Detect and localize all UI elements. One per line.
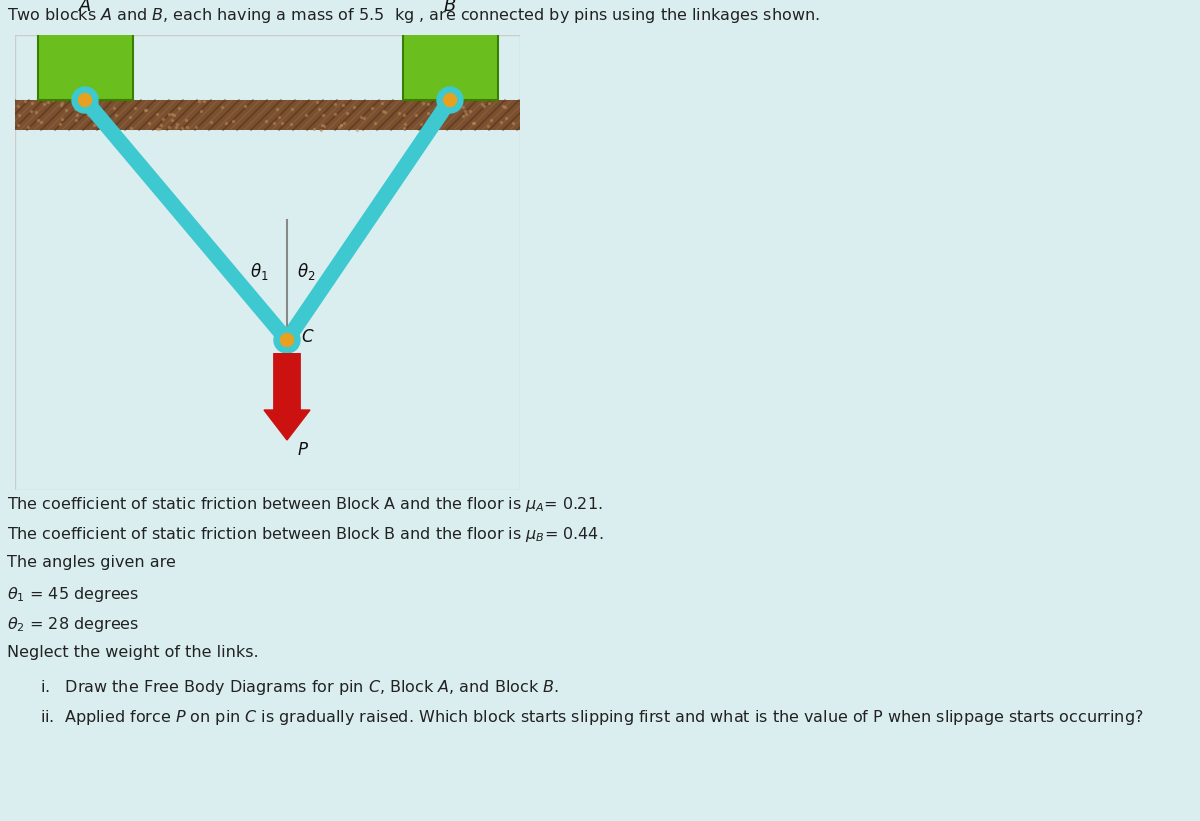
Text: $A$: $A$ [78,0,92,15]
Text: $\theta_2$: $\theta_2$ [298,262,316,282]
Text: The angles given are: The angles given are [7,555,176,570]
Circle shape [78,94,91,107]
Text: The coefficient of static friction between Block A and the floor is $\mu_A$= 0.2: The coefficient of static friction betwe… [7,495,602,514]
Text: $\theta_1$ = 45 degrees: $\theta_1$ = 45 degrees [7,585,139,604]
Text: Neglect the weight of the links.: Neglect the weight of the links. [7,645,259,660]
Text: $P$: $P$ [298,442,310,459]
Circle shape [72,87,98,113]
Text: ii.  Applied force $P$ on pin $C$ is gradually raised. Which block starts slippi: ii. Applied force $P$ on pin $C$ is grad… [40,708,1144,727]
Circle shape [437,87,463,113]
Text: $\theta_1$: $\theta_1$ [251,262,269,282]
FancyBboxPatch shape [402,25,498,100]
Text: i.   Draw the Free Body Diagrams for pin $C$, Block $A$, and Block $B$.: i. Draw the Free Body Diagrams for pin $… [40,678,559,697]
Circle shape [281,333,294,346]
FancyBboxPatch shape [37,25,132,100]
Text: $\theta_2$ = 28 degrees: $\theta_2$ = 28 degrees [7,615,139,634]
Text: The coefficient of static friction between Block B and the floor is $\mu_B$= 0.4: The coefficient of static friction betwe… [7,525,604,544]
Text: $C$: $C$ [301,329,314,346]
Text: Two blocks $A$ and $B$, each having a mass of 5.5  kg , are connected by pins us: Two blocks $A$ and $B$, each having a ma… [7,6,820,25]
Text: $B$: $B$ [443,0,457,15]
Circle shape [444,94,456,107]
FancyBboxPatch shape [14,100,520,130]
Polygon shape [264,410,310,440]
Circle shape [274,327,300,353]
